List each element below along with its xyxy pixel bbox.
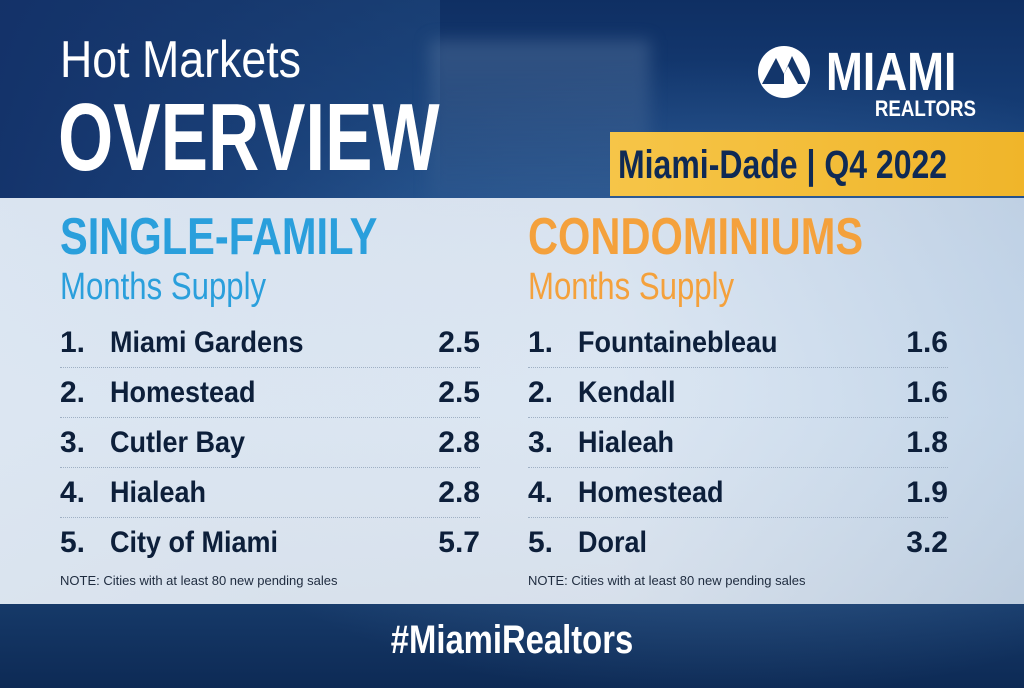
list-item: 4. Homestead 1.9 bbox=[528, 468, 948, 518]
months-supply-value: 1.8 bbox=[906, 426, 948, 459]
logo-word: MIAMI bbox=[826, 42, 957, 102]
rank-number: 1. bbox=[528, 326, 554, 359]
months-supply-value: 1.6 bbox=[906, 376, 948, 409]
city-name: Homestead bbox=[110, 376, 256, 409]
region-band bbox=[610, 132, 1024, 196]
hashtag: #MiamiRealtors bbox=[390, 618, 634, 662]
background-shade bbox=[0, 0, 440, 200]
condominiums-subtitle: Months Supply bbox=[528, 266, 735, 308]
single-family-note: NOTE: Cities with at least 80 new pendin… bbox=[60, 573, 338, 588]
months-supply-value: 1.9 bbox=[906, 476, 948, 509]
condominiums-title: CONDOMINIUMS bbox=[528, 208, 864, 266]
city-name: Homestead bbox=[578, 476, 724, 509]
rank-number: 3. bbox=[60, 426, 86, 459]
list-item: 5. City of Miami 5.7 bbox=[60, 518, 480, 567]
rank-number: 5. bbox=[60, 526, 86, 559]
single-family-subtitle: Months Supply bbox=[60, 266, 267, 308]
list-item: 4. Hialeah 2.8 bbox=[60, 468, 480, 518]
months-supply-value: 2.5 bbox=[438, 326, 480, 359]
list-item: 2. Homestead 2.5 bbox=[60, 368, 480, 418]
title-line-2: OVERVIEW bbox=[58, 84, 440, 191]
rank-number: 4. bbox=[60, 476, 86, 509]
months-supply-value: 2.8 bbox=[438, 426, 480, 459]
list-item: 3. Cutler Bay 2.8 bbox=[60, 418, 480, 468]
months-supply-value: 2.8 bbox=[438, 476, 480, 509]
condominiums-column: CONDOMINIUMS Months Supply 1. Fountaineb… bbox=[528, 208, 948, 588]
rank-number: 2. bbox=[60, 376, 86, 409]
city-name: Cutler Bay bbox=[110, 426, 246, 459]
city-name: Hialeah bbox=[578, 426, 675, 459]
city-name: Hialeah bbox=[110, 476, 207, 509]
months-supply-value: 3.2 bbox=[906, 526, 948, 559]
region-label: Miami-Dade | Q4 2022 bbox=[618, 143, 948, 187]
city-name: Doral bbox=[578, 526, 648, 559]
months-supply-value: 2.5 bbox=[438, 376, 480, 409]
months-supply-value: 1.6 bbox=[906, 326, 948, 359]
rank-number: 5. bbox=[528, 526, 554, 559]
city-name: Kendall bbox=[578, 376, 676, 409]
rank-number: 3. bbox=[528, 426, 554, 459]
list-item: 2. Kendall 1.6 bbox=[528, 368, 948, 418]
city-name: Miami Gardens bbox=[110, 326, 304, 359]
list-item: 1. Fountainebleau 1.6 bbox=[528, 318, 948, 368]
months-supply-value: 5.7 bbox=[438, 526, 480, 559]
rank-number: 1. bbox=[60, 326, 86, 359]
content-panel bbox=[0, 198, 1024, 604]
logo-mark-icon bbox=[758, 46, 810, 98]
single-family-list: 1. Miami Gardens 2.5 2. Homestead 2.5 3.… bbox=[60, 318, 480, 567]
list-item: 3. Hialeah 1.8 bbox=[528, 418, 948, 468]
title-line-1: Hot Markets bbox=[60, 31, 302, 89]
condominiums-note: NOTE: Cities with at least 80 new pendin… bbox=[528, 573, 806, 588]
rank-number: 4. bbox=[528, 476, 554, 509]
rank-number: 2. bbox=[528, 376, 554, 409]
list-item: 1. Miami Gardens 2.5 bbox=[60, 318, 480, 368]
condominiums-list: 1. Fountainebleau 1.6 2. Kendall 1.6 3. … bbox=[528, 318, 948, 567]
city-name: City of Miami bbox=[110, 526, 279, 559]
city-name: Fountainebleau bbox=[578, 326, 778, 359]
list-item: 5. Doral 3.2 bbox=[528, 518, 948, 567]
logo-subword: REALTORS bbox=[874, 96, 976, 121]
miami-realtors-logo: MIAMI REALTORS bbox=[754, 44, 984, 124]
single-family-title: SINGLE-FAMILY bbox=[60, 208, 378, 266]
single-family-column: SINGLE-FAMILY Months Supply 1. Miami Gar… bbox=[60, 208, 480, 588]
